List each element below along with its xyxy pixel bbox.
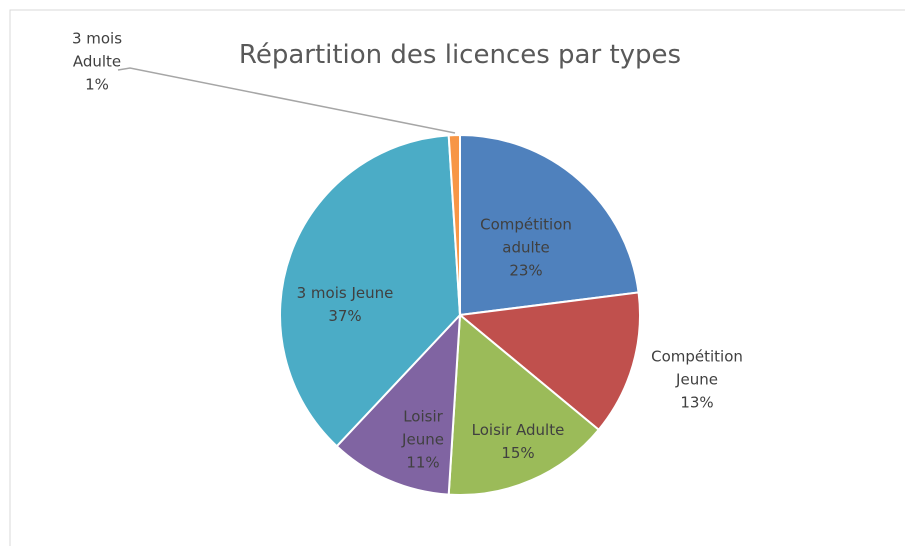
data-label: Compétition adulte 23%: [471, 214, 581, 283]
pie-slice: [459, 133, 640, 317]
pie-slice: [279, 134, 462, 448]
slice-value: 1%: [85, 75, 109, 94]
pie-slice: [457, 291, 641, 432]
slice-value: 11%: [406, 453, 440, 472]
leader-line: [117, 67, 456, 134]
pie-slice: [335, 312, 462, 496]
slice-category: Compétition adulte: [480, 215, 572, 257]
slice-value: 13%: [680, 393, 714, 412]
data-label: Compétition Jeune 13%: [632, 346, 762, 415]
slice-value: 15%: [501, 444, 535, 462]
chart-title: Répartition des licences par types: [238, 40, 682, 70]
slice-category: Compétition Jeune: [651, 347, 743, 389]
slice-category: 3 mois Jeune: [296, 284, 394, 302]
slice-value: 37%: [328, 307, 362, 325]
data-label: 3 mois Jeune 37%: [280, 282, 410, 328]
data-label: 3 mois Adulte 1%: [62, 28, 132, 97]
slice-category: Loisir Jeune: [402, 407, 444, 449]
chart-frame: [9, 9, 905, 546]
slice-value: 23%: [509, 261, 543, 280]
pie-slice: [447, 312, 601, 496]
pie-slice: [447, 133, 461, 316]
slice-category: Loisir Adulte: [471, 421, 565, 439]
data-label: Loisir Jeune 11%: [397, 406, 449, 475]
slice-category: 3 mois Adulte: [71, 29, 123, 71]
data-label: Loisir Adulte 15%: [458, 419, 578, 465]
